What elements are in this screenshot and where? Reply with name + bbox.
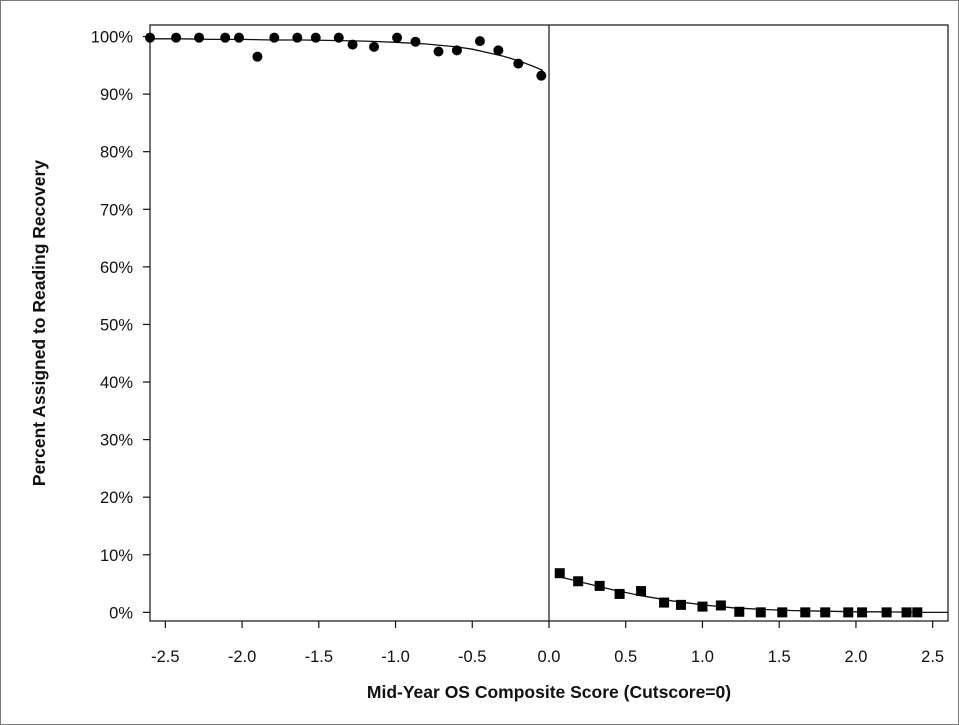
square-point — [843, 607, 854, 618]
circle-point — [234, 32, 245, 43]
circle-point — [220, 32, 231, 43]
circle-point — [513, 58, 524, 69]
circle-point — [536, 70, 547, 81]
square-point — [901, 607, 912, 618]
circle-point — [194, 32, 205, 43]
data-points — [145, 32, 923, 618]
square-point — [755, 607, 766, 618]
y-tick-label: 10% — [100, 547, 133, 565]
circle-point — [347, 39, 358, 50]
y-axis-ticks: 0% 10% 20% 30% 40% 50% 60% 70% 80% 90% 100% — [91, 29, 150, 622]
circle-point — [451, 45, 462, 56]
square-point — [857, 607, 868, 618]
square-point — [715, 600, 726, 611]
y-tick-label: 40% — [100, 374, 133, 392]
square-point — [594, 580, 605, 591]
y-tick-label: 100% — [91, 29, 134, 47]
circle-point — [145, 32, 155, 43]
y-tick-label: 30% — [100, 432, 133, 450]
x-tick-label: 0.5 — [614, 648, 637, 666]
y-tick-label: 50% — [100, 316, 133, 334]
x-tick-label: -1.5 — [305, 648, 333, 666]
circle-point — [369, 41, 380, 52]
circle-point — [310, 32, 321, 43]
circle-point — [171, 32, 182, 43]
square-point — [881, 607, 892, 618]
y-tick-label: 80% — [100, 144, 133, 162]
y-tick-label: 70% — [100, 201, 133, 219]
x-tick-label: 2.0 — [844, 648, 867, 666]
y-tick-label: 60% — [100, 259, 133, 277]
square-point — [820, 607, 831, 618]
circle-point — [493, 45, 504, 56]
square-point — [734, 606, 745, 617]
x-axis-ticks: -2.5 -2.0 -1.5 -1.0 -0.5 0.0 0.5 1.0 1.5 2.0 2.5 — [151, 621, 944, 666]
y-tick-label: 90% — [100, 86, 133, 104]
square-point — [912, 607, 923, 618]
square-point — [777, 607, 788, 618]
circle-point — [474, 36, 485, 47]
circle-point — [252, 51, 263, 62]
square-point — [659, 597, 670, 608]
circle-point — [410, 36, 421, 47]
square-point — [675, 599, 686, 610]
circle-point — [269, 32, 280, 43]
y-tick-label: 20% — [100, 489, 133, 507]
y-axis-title: Percent Assigned to Reading Recovery — [29, 160, 49, 486]
square-point — [554, 568, 565, 579]
square-point — [697, 601, 708, 612]
square-point — [636, 586, 647, 597]
x-tick-label: 1.0 — [691, 648, 714, 666]
square-point — [614, 588, 625, 599]
circle-point — [333, 32, 344, 43]
square-point — [800, 607, 811, 618]
x-tick-label: -2.0 — [228, 648, 256, 666]
circle-point — [292, 32, 303, 43]
x-tick-label: -1.0 — [381, 648, 409, 666]
x-tick-label: 0.0 — [538, 648, 561, 666]
x-tick-label: 2.5 — [921, 648, 944, 666]
square-point — [573, 576, 584, 587]
x-axis-title: Mid-Year OS Composite Score (Cutscore=0) — [367, 682, 731, 702]
x-tick-label: -2.5 — [151, 648, 179, 666]
circle-point — [433, 46, 444, 57]
circle-point — [392, 32, 403, 43]
x-tick-label: -0.5 — [458, 648, 486, 666]
x-tick-label: 1.5 — [768, 648, 791, 666]
y-tick-label: 0% — [109, 604, 133, 622]
